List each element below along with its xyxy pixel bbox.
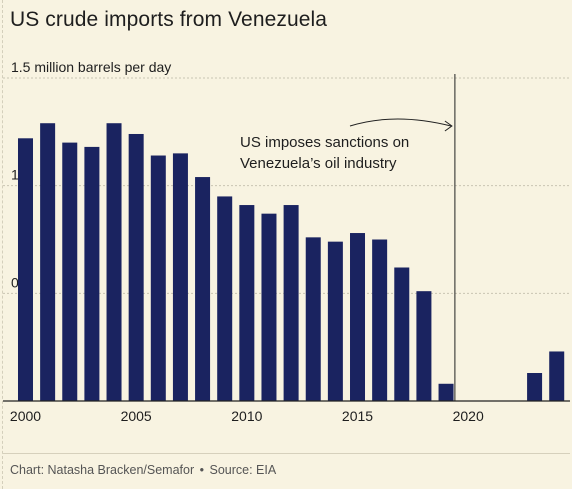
footer-divider: [3, 453, 570, 454]
bar-2023: [527, 373, 543, 401]
frame-border: [2, 0, 3, 489]
bar-2018: [416, 291, 432, 401]
bar-2011: [261, 213, 277, 401]
annotation-text-line: Venezuela’s oil industry: [240, 155, 397, 172]
bar-chart: 1.5 million barrels per day10.5200020052…: [3, 59, 570, 424]
bar-2002: [62, 142, 78, 401]
x-tick-label: 2020: [453, 408, 484, 424]
annotation-text-line: US imposes sanctions on: [240, 134, 409, 151]
bar-2015: [350, 233, 366, 401]
bar-2004: [106, 123, 122, 401]
bar-2013: [305, 237, 321, 401]
x-tick-label: 2010: [231, 408, 262, 424]
bar-2016: [372, 239, 388, 401]
bar-2024: [549, 351, 565, 401]
bar-2005: [128, 133, 144, 401]
bar-2010: [239, 205, 255, 401]
y-tick-label: 1.5 million barrels per day: [11, 59, 171, 75]
x-tick-label: 2015: [342, 408, 373, 424]
footer-separator: •: [199, 463, 204, 477]
chart-title: US crude imports from Venezuela: [10, 8, 328, 31]
annotation-arrow: [349, 118, 452, 127]
bar-2007: [172, 153, 188, 401]
bar-2000: [17, 138, 33, 401]
bar-2001: [40, 123, 56, 401]
bar-2008: [195, 177, 211, 401]
bar-2009: [217, 196, 233, 401]
x-tick-label: 2000: [10, 408, 41, 424]
bar-2006: [150, 155, 166, 401]
bar-2012: [283, 205, 299, 401]
annotation-arrowhead: [444, 120, 453, 132]
bar-2014: [327, 241, 343, 401]
bar-2017: [394, 267, 410, 401]
bar-2003: [84, 146, 100, 401]
y-tick-label: 1: [11, 167, 19, 183]
chart-source: Source: EIA: [209, 463, 277, 477]
chart-footer: Chart: Natasha Bracken/Semafor • Source:…: [10, 463, 276, 477]
x-tick-label: 2005: [121, 408, 152, 424]
bar-2019: [438, 383, 454, 401]
chart-credit: Chart: Natasha Bracken/Semafor: [10, 463, 195, 477]
